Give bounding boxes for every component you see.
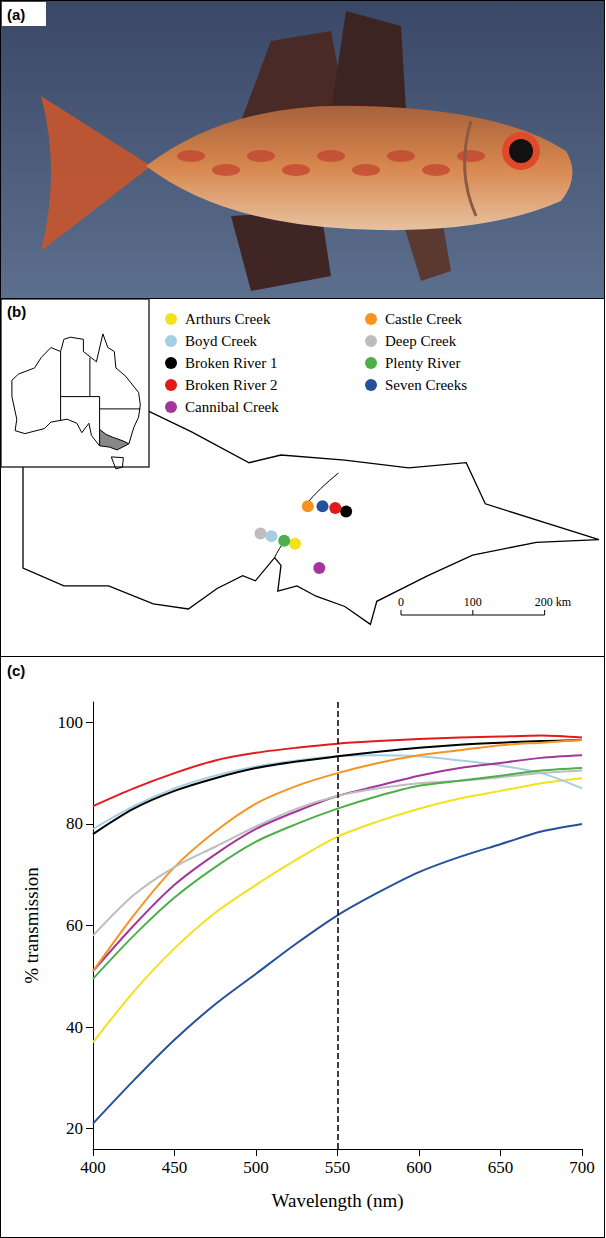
html-text:(a): (a) bbox=[7, 6, 26, 23]
svg-text:100: 100 bbox=[58, 713, 84, 732]
svg-text:550: 550 bbox=[325, 1158, 351, 1177]
svg-text:40: 40 bbox=[66, 1018, 83, 1037]
svg-text:Broken River 2: Broken River 2 bbox=[185, 377, 277, 393]
svg-text:450: 450 bbox=[162, 1158, 188, 1177]
svg-text:Plenty River: Plenty River bbox=[385, 355, 460, 371]
svg-text:Broken River 1: Broken River 1 bbox=[185, 355, 277, 371]
svg-text:100: 100 bbox=[464, 595, 482, 609]
svg-text:400: 400 bbox=[80, 1158, 106, 1177]
svg-text:Deep Creek: Deep Creek bbox=[385, 333, 457, 349]
svg-text:600: 600 bbox=[406, 1158, 432, 1177]
svg-text:Seven Creeks: Seven Creeks bbox=[385, 377, 467, 393]
svg-text:200 km: 200 km bbox=[535, 595, 572, 609]
svg-text:Wavelength (nm): Wavelength (nm) bbox=[272, 1190, 404, 1212]
svg-text:80: 80 bbox=[66, 814, 83, 833]
svg-text:500: 500 bbox=[243, 1158, 269, 1177]
svg-text:60: 60 bbox=[66, 916, 83, 935]
svg-text:Castle Creek: Castle Creek bbox=[385, 311, 463, 327]
svg-text:% transmission: % transmission bbox=[21, 867, 42, 984]
svg-text:0: 0 bbox=[398, 595, 404, 609]
html-text:(c): (c) bbox=[7, 662, 26, 679]
svg-text:650: 650 bbox=[488, 1158, 514, 1177]
svg-text:700: 700 bbox=[569, 1158, 595, 1177]
html-text:(b): (b) bbox=[7, 303, 27, 320]
svg-text:Cannibal Creek: Cannibal Creek bbox=[185, 399, 279, 415]
svg-text:Arthurs Creek: Arthurs Creek bbox=[185, 311, 271, 327]
svg-text:Boyd Creek: Boyd Creek bbox=[185, 333, 258, 349]
svg-text:20: 20 bbox=[66, 1119, 83, 1138]
